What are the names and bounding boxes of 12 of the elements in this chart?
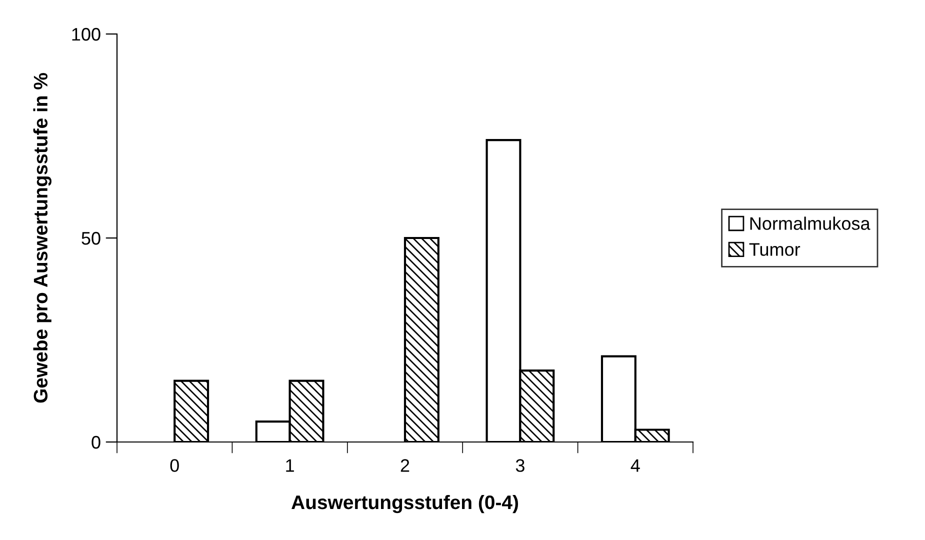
legend-label: Normalmukosa [750, 216, 870, 230]
x-tick-label: 3 [516, 459, 524, 472]
legend-label: Tumor [749, 243, 800, 256]
x-tick-label: 4 [630, 459, 640, 472]
y-axis-title: Gewebe pro Auswertungsstufe in % [33, 73, 52, 403]
x-tick-label: 0 [170, 459, 179, 472]
x-tick-label: 1 [286, 459, 294, 472]
x-tick-label: 2 [400, 459, 410, 472]
y-tick-label: 100 [72, 28, 100, 41]
x-axis-title: Auswertungsstufen (0-4) [292, 494, 518, 514]
y-tick-label: 0 [92, 436, 100, 449]
y-tick-label: 50 [82, 232, 100, 245]
